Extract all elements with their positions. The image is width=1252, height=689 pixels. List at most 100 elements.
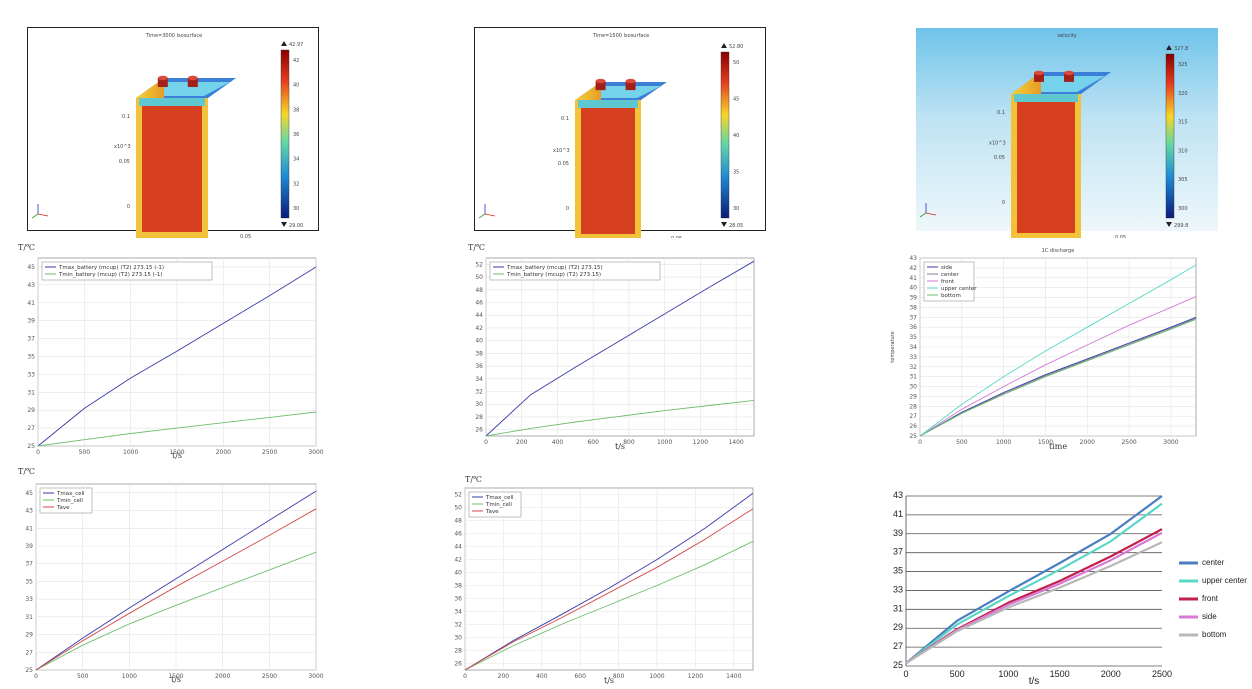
colorbar-tick-label: 36 [293, 132, 299, 138]
y-tick-label: 25 [893, 660, 903, 670]
chart-6-svg: 0 500 1000 1500 2000 2500 25 27 29 31 33 35 37 39 41 43… [893, 490, 1247, 687]
legend-entry: bottom [1202, 630, 1227, 639]
legend-entry: front [941, 279, 955, 285]
x-axis-label: time [1049, 442, 1067, 451]
y-tick-label: 41 [893, 509, 903, 519]
y-tick-label: 34 [454, 609, 462, 616]
y-tick-label: 25 [909, 433, 917, 440]
colorbar-max-marker [1166, 45, 1172, 50]
legend-entry: upper center [1202, 576, 1247, 585]
y-tick-label: 41 [909, 275, 917, 282]
series-line-upper-center [905, 502, 1163, 665]
y-tick-label: 31 [893, 603, 903, 613]
x-axis-label: t/s [172, 451, 182, 460]
axis-exponent: x10^3 [553, 148, 570, 154]
terminal-top [1064, 70, 1074, 76]
terminal-top [1034, 70, 1044, 76]
chart-panel-5: 0 200 400 600 800 1000 1200 1400 26 28 30 32 34 36 38 4… [435, 470, 765, 689]
y-tick-label: 26 [454, 661, 462, 668]
battery-front-cool-band [139, 98, 205, 106]
x-tick-label: 1200 [688, 673, 703, 680]
chart-5-svg: 0 200 400 600 800 1000 1200 1400 26 28 30 32 34 36 38 4… [454, 475, 754, 685]
y-tick-label: 29 [27, 407, 35, 414]
x-tick-label: 200 [498, 673, 510, 680]
chart-panel-1: 0 500 1000 1500 2000 2500 3000 25 27 29 31 33 35 37 39… [10, 238, 324, 466]
y-tick-label: 31 [27, 389, 35, 396]
y-tick-label: 50 [454, 505, 462, 512]
legend-entry: front [1202, 594, 1219, 603]
y-tick-label: 39 [893, 528, 903, 538]
y-tick-label: 35 [27, 353, 35, 360]
y-tick-label: 37 [25, 561, 33, 568]
legend-entry: side [1202, 612, 1217, 621]
legend-entry: Tmin_cell [485, 502, 512, 508]
battery-front-hot-core [581, 108, 635, 234]
x-axis-label: t/s [171, 675, 181, 684]
x-tick-label: 1000 [649, 673, 664, 680]
z-tick-label: 0.05 [994, 155, 1005, 161]
battery-front-hot-core [1017, 102, 1075, 233]
x-tick-label: 1500 [168, 673, 183, 680]
y-tick-label: 35 [893, 566, 903, 576]
chart-3-plot: 0 500 1000 1500 2000 2500 3000 25 26 27 28 29 30 31 32… [890, 248, 1197, 451]
z-tick-label: 0 [1002, 200, 1005, 206]
colorbar-tick-label: 320 [1178, 91, 1188, 97]
legend-entry: Tmin_cell [56, 498, 83, 504]
y-tick-label: 42 [454, 557, 462, 564]
y-tick-label: 34 [475, 376, 483, 383]
axis-exponent: x10^3 [114, 144, 131, 150]
y-tick-label: 48 [475, 287, 483, 294]
y-tick-label: 28 [475, 414, 483, 421]
colorbar-min-marker [721, 222, 727, 227]
chart-1-svg: 0 500 1000 1500 2000 2500 3000 25 27 29 31 33 35 37 39… [18, 243, 324, 460]
x-tick-label: 1500 [169, 449, 184, 456]
battery-model: Time=3000 Isosurface0.10.05000.050.100.0… [31, 33, 257, 254]
y-tick-label: 33 [893, 584, 903, 594]
x-tick-label: 1000 [122, 673, 137, 680]
colorbar-max-marker [281, 41, 287, 46]
chart-2-svg: 0 200 400 600 800 1000 1200 1400 26 28 30 32 34 36 38 4… [468, 243, 755, 451]
y-tick-label: 43 [25, 508, 33, 515]
chart-3-svg: 0 500 1000 1500 2000 2500 3000 25 26 27 28 29 30 31 32… [890, 248, 1197, 451]
legend-entry: Tave [485, 509, 499, 515]
legend-entry: center [941, 272, 959, 278]
x-tick-label: 600 [574, 673, 586, 680]
legend-entry: Tmax_cell [485, 495, 514, 501]
colorbar-tick-label: 35 [733, 170, 739, 176]
y-tick-label: 26 [909, 423, 917, 430]
y-tick-label: 37 [909, 314, 917, 321]
x-tick-label: 0 [918, 439, 922, 446]
terminal-post [1034, 72, 1044, 82]
series-line-tmax-cell [464, 492, 754, 671]
y-tick-label: 27 [27, 425, 35, 432]
x-tick-label: 0 [903, 669, 908, 679]
y-tick-label: 48 [454, 518, 462, 525]
x-tick-label: 2000 [215, 673, 230, 680]
colorbar-tick-label: 38 [293, 107, 299, 113]
terminal-top [157, 75, 168, 81]
y-tick-label: 34 [909, 344, 917, 351]
triad-x-axis [37, 213, 49, 217]
chart-panel-3: 0 500 1000 1500 2000 2500 3000 25 26 27 28 29 30 31 32… [886, 238, 1206, 456]
y-tick-label: 45 [27, 264, 35, 271]
series-line-tmin-battery-mcup-t2-273-15-1- [37, 411, 317, 447]
colorbar-tick-label: 305 [1178, 177, 1188, 183]
y-tick-label: 28 [454, 648, 462, 655]
x-tick-label: 800 [613, 673, 625, 680]
x-axis-label: t/s [1029, 676, 1040, 687]
colorbar-tick-label: 45 [733, 97, 739, 103]
y-tick-label: 45 [25, 490, 33, 497]
series-line-tmax-battery-mcup-t2-273-15-1- [37, 266, 317, 447]
series-line-tmax-cell [35, 490, 317, 671]
legend: Tmax_battery (mcup) (T2) 273.15 (-1)Tmin… [41, 261, 213, 281]
x-tick-label: 200 [516, 439, 528, 446]
render-title: velocity [1057, 33, 1077, 39]
z-tick-label: 0.05 [558, 161, 569, 167]
x-tick-label: 2000 [1080, 439, 1095, 446]
y-tick-label: 35 [909, 334, 917, 341]
x-tick-label: 800 [623, 439, 635, 446]
colorbar-tick-label: 40 [293, 83, 299, 89]
y-tick-label: 29 [25, 632, 33, 639]
y-tick-label: 25 [25, 667, 33, 674]
